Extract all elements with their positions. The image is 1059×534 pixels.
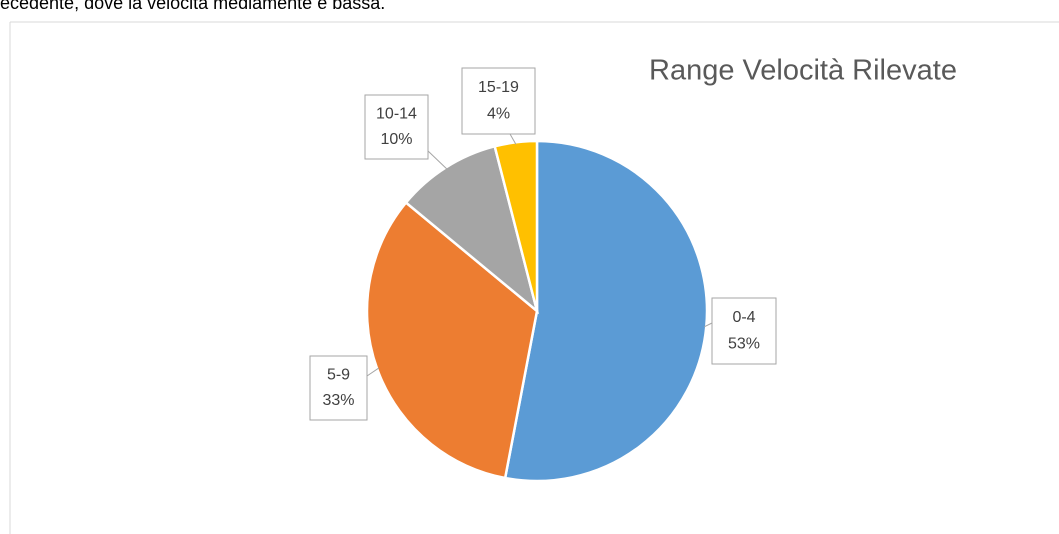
- data-label-box: [461, 67, 536, 135]
- callout-line: [426, 149, 448, 170]
- data-label-value: 53%: [728, 335, 760, 352]
- chart-title: Range Velocità Rilevate: [649, 55, 957, 87]
- data-label-box: [364, 94, 429, 160]
- pie-slice: [493, 139, 539, 312]
- data-label-category: 10-14: [376, 105, 417, 122]
- data-label-box: [711, 297, 777, 365]
- callout-line: [704, 322, 713, 328]
- data-label-category: 15-19: [478, 79, 519, 96]
- data-label-value: 4%: [487, 105, 510, 122]
- callout-line: [509, 133, 517, 145]
- data-label-category: 0-4: [732, 309, 755, 326]
- data-label-value: 10%: [380, 131, 412, 148]
- pie-slice: [503, 139, 709, 483]
- callout-line: [366, 367, 380, 377]
- data-label-category: 5-9: [327, 366, 350, 383]
- data-label-value: 33%: [322, 392, 354, 409]
- document-text: ecedente, dove la velocità mediamente è …: [0, 0, 385, 13]
- data-label-box: [309, 355, 368, 421]
